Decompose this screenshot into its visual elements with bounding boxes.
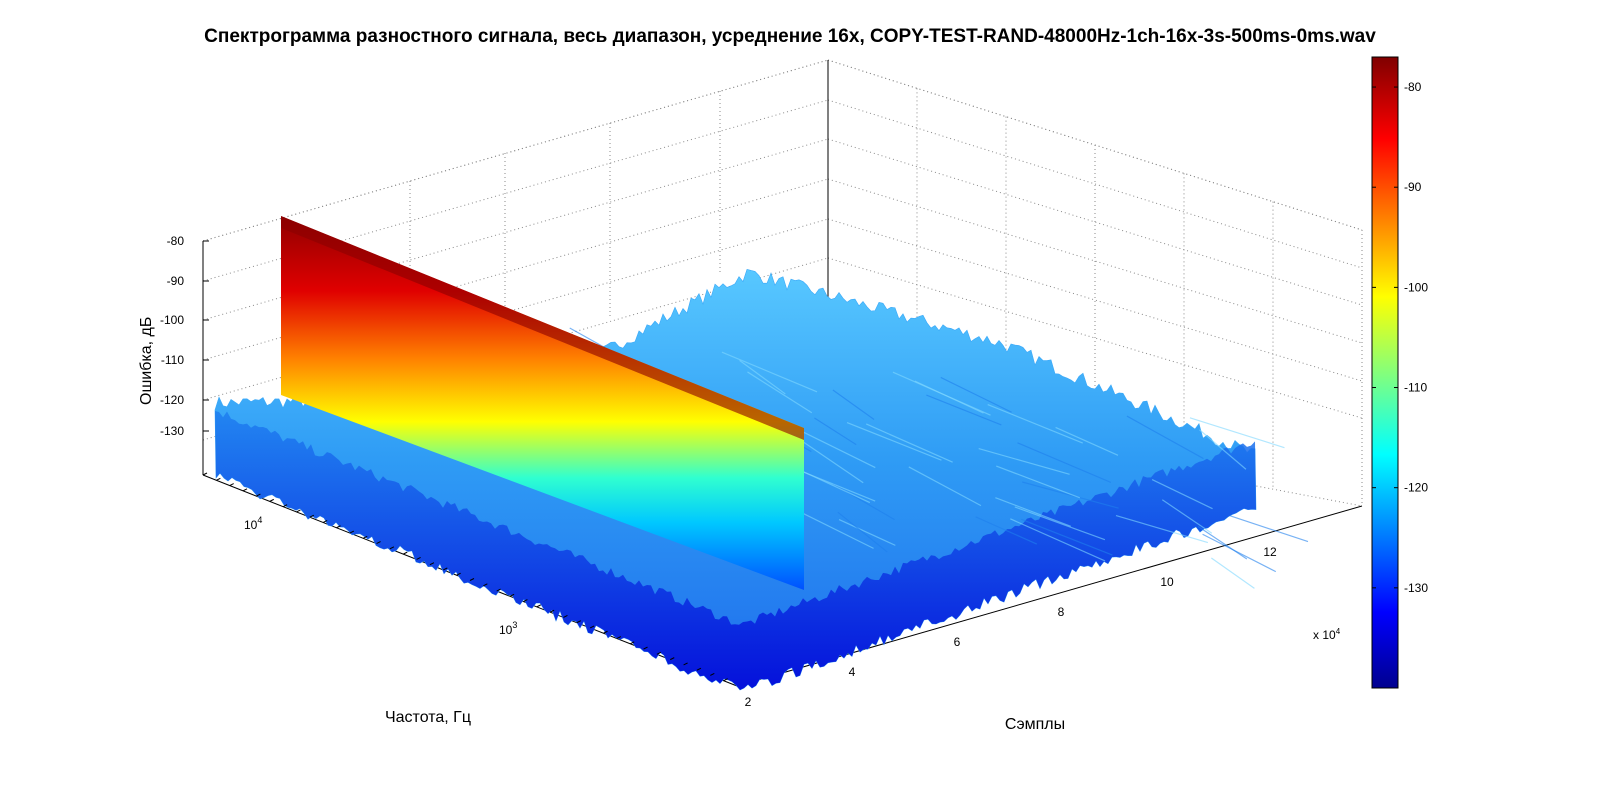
front-edge: [215, 410, 1256, 690]
z-tick-label: -120: [160, 393, 184, 407]
z-tick-label: -110: [161, 353, 184, 367]
y-axis-label: Сэмплы: [1005, 716, 1065, 733]
x-axis-ticks: 104 103: [202, 472, 728, 682]
colorbar-tick-label: -120: [1404, 481, 1428, 495]
y-tick-label: 6: [954, 635, 961, 649]
z-axis-ticks: -80 -90 -100 -110 -120 -130: [160, 234, 209, 438]
z-tick-label: -100: [160, 313, 184, 327]
colorbar-tick-label: -90: [1404, 180, 1422, 194]
colorbar-ticks: -80 -90 -100 -110 -120 -130: [1372, 80, 1428, 595]
colorbar-tick-label: -130: [1404, 581, 1428, 595]
z-tick-label: -130: [160, 424, 184, 438]
y-tick-label: 12: [1263, 545, 1277, 559]
z-axis-label: Ошибка, дБ: [138, 317, 155, 405]
x-axis-label: Частота, Гц: [385, 709, 471, 726]
y-axis-multiplier: x 104: [1313, 627, 1341, 642]
y-tick-label: 2: [745, 695, 752, 709]
y-tick-label: 10: [1160, 575, 1174, 589]
colorbar-tick-label: -110: [1404, 381, 1427, 395]
x-tick-label: 103: [499, 620, 517, 637]
y-tick-label: 8: [1058, 605, 1065, 619]
z-tick-label: -80: [167, 234, 185, 248]
spectrogram-surface: [214, 216, 1309, 691]
colorbar-tick-label: -80: [1404, 80, 1422, 94]
y-axis-ticks: 2 4 6 8 10 12: [745, 545, 1277, 709]
x-tick-label: 104: [244, 515, 262, 532]
y-tick-label: 4: [849, 665, 856, 679]
z-tick-label: -90: [167, 274, 185, 288]
colorbar-tick-label: -100: [1404, 280, 1428, 294]
chart-title: Спектрограмма разностного сигнала, весь …: [204, 26, 1376, 47]
transient-wall: [281, 216, 804, 590]
colorbar: -80 -90 -100 -110 -120 -130: [1371, 56, 1428, 689]
